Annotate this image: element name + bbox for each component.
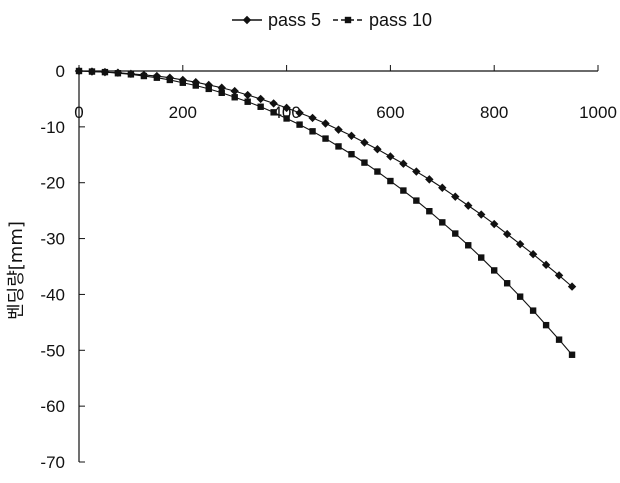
legend-item-pass-10: pass 10 [333, 10, 432, 30]
data-point-pass-10 [516, 293, 524, 300]
legend-marker-shape [242, 15, 252, 25]
y-tick-label: 0 [56, 62, 65, 81]
x-tick-label: 600 [376, 103, 404, 122]
y-tick-label: -60 [40, 397, 65, 416]
data-point-pass-10 [426, 208, 433, 215]
data-point-pass-5 [425, 175, 434, 184]
data-point-pass-5 [360, 138, 369, 147]
data-point-pass-5 [282, 103, 291, 113]
data-point-pass-10 [218, 89, 225, 96]
data-point-pass-5 [464, 201, 473, 210]
data-point-pass-10 [309, 128, 316, 135]
y-tick-label: -20 [40, 174, 65, 193]
data-point-pass-10 [179, 79, 186, 86]
data-point-pass-10 [361, 159, 368, 166]
x-tick-label: 1000 [579, 103, 617, 122]
data-point-pass-10 [335, 143, 342, 150]
data-point-pass-5 [256, 94, 265, 104]
data-point-pass-10 [465, 242, 472, 249]
data-point-pass-5 [334, 125, 343, 134]
data-point-pass-10 [439, 219, 446, 226]
data-point-pass-10 [542, 321, 550, 329]
data-point-pass-10 [348, 151, 355, 158]
data-point-pass-5 [347, 131, 356, 140]
data-point-pass-5 [295, 108, 304, 118]
axes: 0 200 400 600 800 1000 0 -10 -20 -30 -40 -50 -60 -70 [40, 62, 616, 472]
data-point-pass-5 [490, 219, 499, 229]
data-point-pass-10 [503, 280, 511, 287]
data-point-pass-5 [438, 183, 447, 192]
data-point-pass-5 [528, 250, 538, 259]
data-point-pass-10 [270, 109, 277, 116]
legend: pass 5 pass 10 [232, 10, 432, 30]
data-point-pass-5 [230, 86, 239, 96]
series-pass-5 [74, 66, 577, 291]
data-point-pass-5 [502, 229, 512, 239]
data-point-pass-10 [413, 197, 420, 204]
data-point-pass-10 [101, 68, 109, 76]
data-point-pass-10 [555, 336, 563, 343]
data-point-pass-5 [412, 167, 421, 176]
data-point-pass-10 [75, 67, 83, 75]
plot-area [74, 66, 577, 358]
data-point-pass-5 [321, 119, 330, 128]
data-point-pass-10 [192, 82, 199, 89]
data-point-pass-10 [205, 85, 212, 93]
data-point-pass-5 [308, 113, 317, 123]
data-point-pass-5 [204, 80, 213, 90]
legend-marker-pass-5 [242, 15, 252, 25]
data-point-pass-5 [554, 271, 564, 280]
y-tick-label: -10 [40, 118, 65, 137]
data-point-pass-10 [153, 74, 161, 81]
data-point-pass-5 [515, 239, 525, 249]
legend-marker-shape [344, 16, 352, 24]
data-point-pass-5 [541, 260, 551, 270]
data-point-pass-10 [88, 68, 96, 75]
data-point-pass-10 [283, 115, 290, 122]
legend-label-pass-5: pass 5 [268, 10, 321, 30]
x-tick-label: 400 [272, 103, 300, 122]
data-point-pass-10 [452, 230, 459, 237]
data-point-pass-10 [257, 103, 264, 110]
data-point-pass-5 [477, 210, 486, 219]
data-point-pass-10 [374, 168, 381, 175]
data-point-pass-10 [322, 135, 329, 142]
data-point-pass-5 [269, 99, 278, 108]
data-point-pass-10 [568, 351, 576, 358]
data-point-pass-10 [529, 307, 537, 314]
data-point-pass-10 [400, 187, 407, 194]
y-tick-label: -50 [40, 341, 65, 360]
data-point-pass-10 [244, 98, 251, 105]
data-point-pass-5 [386, 152, 395, 161]
data-point-pass-5 [567, 282, 577, 291]
x-tick-label: 0 [74, 103, 83, 122]
y-tick-label: -40 [40, 285, 65, 304]
data-point-pass-10 [491, 267, 498, 274]
y-axis-label: 벤딩량[mm] [6, 221, 27, 320]
data-point-pass-5 [243, 90, 252, 100]
legend-item-pass-5: pass 5 [232, 10, 321, 30]
data-point-pass-5 [373, 145, 382, 154]
data-point-pass-10 [231, 94, 238, 101]
data-point-pass-10 [478, 254, 485, 261]
data-point-pass-5 [451, 192, 460, 201]
x-tick-label: 200 [169, 103, 197, 122]
data-point-pass-10 [140, 72, 148, 80]
data-point-pass-10 [296, 121, 303, 128]
data-point-pass-10 [114, 70, 122, 77]
data-point-pass-10 [127, 71, 135, 78]
y-tick-label: -70 [40, 453, 65, 472]
y-tick-label: -30 [40, 230, 65, 249]
legend-marker-pass-10 [344, 16, 352, 24]
series-pass-10 [75, 67, 576, 358]
data-point-pass-10 [387, 177, 394, 185]
data-point-pass-10 [166, 76, 174, 84]
data-point-pass-5 [399, 159, 408, 168]
legend-label-pass-10: pass 10 [369, 10, 432, 30]
x-tick-label: 800 [480, 103, 508, 122]
